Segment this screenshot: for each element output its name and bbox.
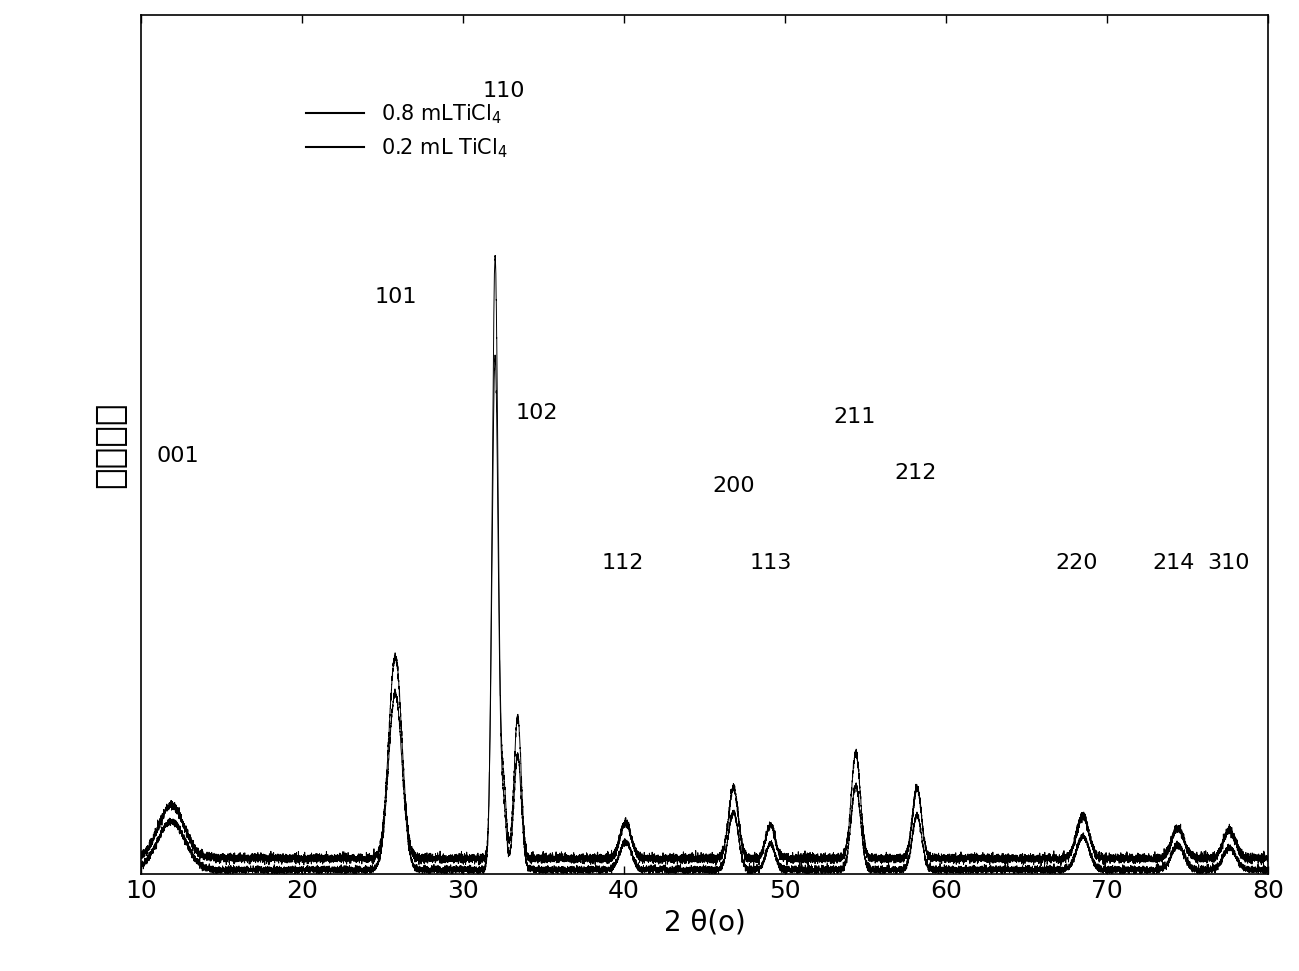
X-axis label: 2 θ(o): 2 θ(o) bbox=[664, 909, 746, 937]
Text: 102: 102 bbox=[516, 403, 559, 423]
Text: 212: 212 bbox=[895, 463, 937, 484]
Text: 310: 310 bbox=[1207, 553, 1250, 574]
Legend: 0.8 mLTiCl$_4$, 0.2 mL TiCl$_4$: 0.8 mLTiCl$_4$, 0.2 mL TiCl$_4$ bbox=[297, 94, 516, 168]
Text: 220: 220 bbox=[1056, 553, 1098, 574]
Text: 110: 110 bbox=[482, 81, 525, 101]
Text: 001: 001 bbox=[157, 446, 200, 466]
Text: 214: 214 bbox=[1152, 553, 1195, 574]
Text: 112: 112 bbox=[601, 553, 644, 574]
Text: 200: 200 bbox=[712, 476, 755, 496]
Text: 211: 211 bbox=[833, 408, 876, 427]
Text: 101: 101 bbox=[374, 287, 417, 307]
Y-axis label: 相对强度: 相对强度 bbox=[94, 401, 127, 487]
Text: 113: 113 bbox=[750, 553, 792, 574]
